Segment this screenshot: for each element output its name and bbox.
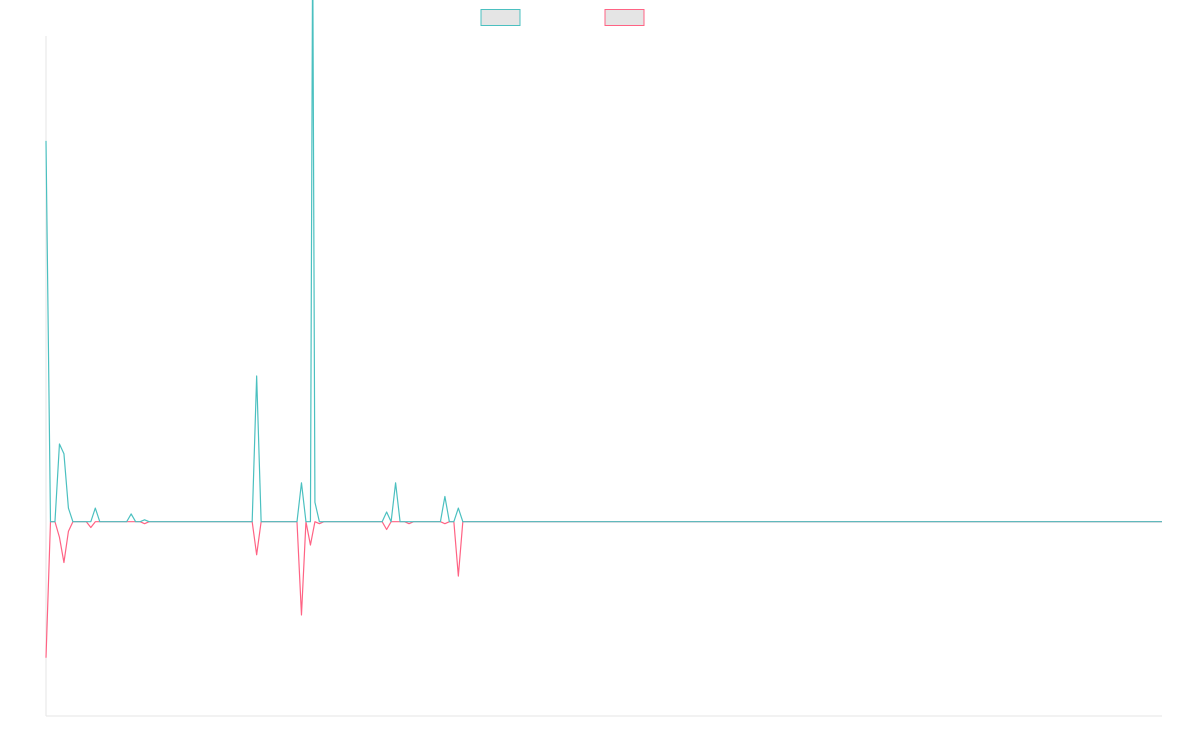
series-group xyxy=(45,0,1162,658)
axes xyxy=(45,36,1162,717)
series-line-2 xyxy=(45,521,1162,658)
legend xyxy=(480,9,645,26)
series-line-1 xyxy=(45,0,1162,523)
legend-swatch-2 xyxy=(604,9,645,26)
series-1 xyxy=(45,0,1162,523)
series-2 xyxy=(45,521,1162,658)
legend-swatch-1 xyxy=(480,9,521,26)
